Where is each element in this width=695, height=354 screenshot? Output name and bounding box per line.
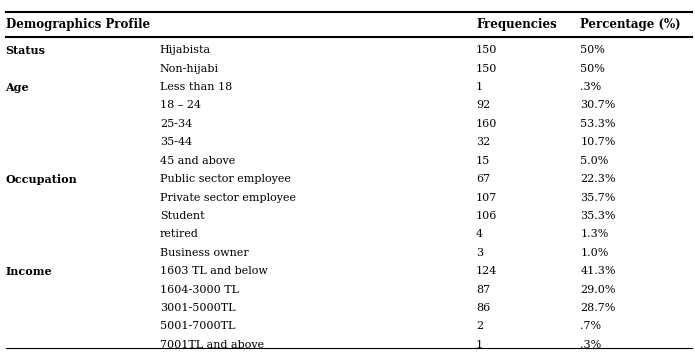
Text: 1.0%: 1.0% xyxy=(580,248,609,258)
Text: 7001TL and above: 7001TL and above xyxy=(160,340,264,350)
Text: 29.0%: 29.0% xyxy=(580,285,616,295)
Text: 35.7%: 35.7% xyxy=(580,193,616,202)
Text: Percentage (%): Percentage (%) xyxy=(580,18,681,31)
Text: 50%: 50% xyxy=(580,64,605,74)
Text: Non-hijabi: Non-hijabi xyxy=(160,64,219,74)
Text: 1.3%: 1.3% xyxy=(580,229,609,239)
Text: Public sector employee: Public sector employee xyxy=(160,174,291,184)
Text: retired: retired xyxy=(160,229,199,239)
Text: 1: 1 xyxy=(476,82,483,92)
Text: 5001-7000TL: 5001-7000TL xyxy=(160,321,235,331)
Text: 41.3%: 41.3% xyxy=(580,266,616,276)
Text: 45 and above: 45 and above xyxy=(160,156,235,166)
Text: 30.7%: 30.7% xyxy=(580,101,616,110)
Text: Frequencies: Frequencies xyxy=(476,18,557,31)
Text: 3: 3 xyxy=(476,248,483,258)
Text: 107: 107 xyxy=(476,193,498,202)
Text: 86: 86 xyxy=(476,303,491,313)
Text: 28.7%: 28.7% xyxy=(580,303,616,313)
Text: 1: 1 xyxy=(476,340,483,350)
Text: 5.0%: 5.0% xyxy=(580,156,609,166)
Text: 87: 87 xyxy=(476,285,490,295)
Text: 35.3%: 35.3% xyxy=(580,211,616,221)
Text: Hijabista: Hijabista xyxy=(160,45,211,55)
Text: Private sector employee: Private sector employee xyxy=(160,193,296,202)
Text: Demographics Profile: Demographics Profile xyxy=(6,18,149,31)
Text: 92: 92 xyxy=(476,101,491,110)
Text: 3001-5000TL: 3001-5000TL xyxy=(160,303,236,313)
Text: 50%: 50% xyxy=(580,45,605,55)
Text: Student: Student xyxy=(160,211,204,221)
Text: 106: 106 xyxy=(476,211,498,221)
Text: Income: Income xyxy=(6,266,52,277)
Text: .3%: .3% xyxy=(580,82,602,92)
Text: 4: 4 xyxy=(476,229,483,239)
Text: 124: 124 xyxy=(476,266,498,276)
Text: Status: Status xyxy=(6,45,46,56)
Text: 67: 67 xyxy=(476,174,490,184)
Text: .7%: .7% xyxy=(580,321,601,331)
Text: 53.3%: 53.3% xyxy=(580,119,616,129)
Text: 2: 2 xyxy=(476,321,483,331)
Text: 150: 150 xyxy=(476,45,498,55)
Text: Business owner: Business owner xyxy=(160,248,249,258)
Text: Occupation: Occupation xyxy=(6,173,77,185)
Text: 10.7%: 10.7% xyxy=(580,137,616,147)
Text: 160: 160 xyxy=(476,119,498,129)
Text: 18 – 24: 18 – 24 xyxy=(160,101,201,110)
Text: 1603 TL and below: 1603 TL and below xyxy=(160,266,268,276)
Text: Less than 18: Less than 18 xyxy=(160,82,232,92)
Text: 25-34: 25-34 xyxy=(160,119,192,129)
Text: 32: 32 xyxy=(476,137,491,147)
Text: 15: 15 xyxy=(476,156,491,166)
Text: 150: 150 xyxy=(476,64,498,74)
Text: Age: Age xyxy=(6,81,29,93)
Text: 35-44: 35-44 xyxy=(160,137,192,147)
Text: .3%: .3% xyxy=(580,340,602,350)
Text: 1604-3000 TL: 1604-3000 TL xyxy=(160,285,239,295)
Text: 22.3%: 22.3% xyxy=(580,174,616,184)
